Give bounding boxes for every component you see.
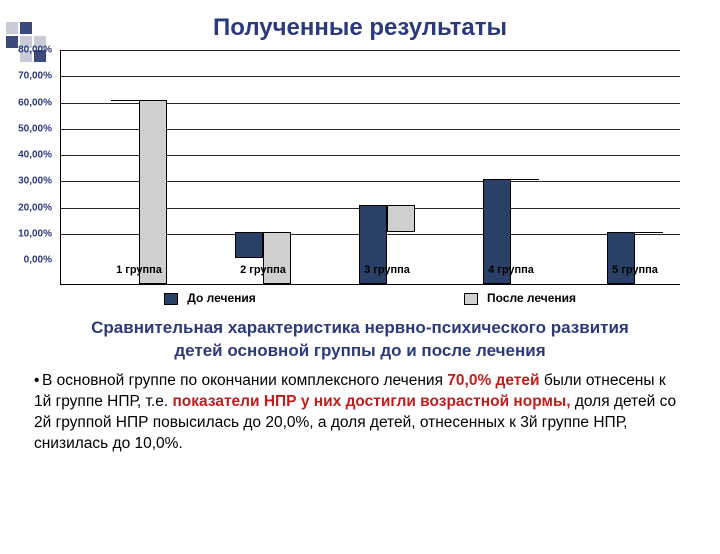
bar: [607, 232, 635, 285]
page-title: Полученные результаты: [0, 14, 720, 42]
y-axis-label: 70,00%: [18, 71, 52, 82]
y-axis-label: 40,00%: [18, 150, 52, 161]
y-axis-label: 50,00%: [18, 123, 52, 134]
gridline: [61, 50, 680, 51]
y-axis-label: 20,00%: [18, 202, 52, 213]
bar: [511, 179, 539, 180]
legend-swatch-2: [464, 293, 478, 305]
y-axis-label: 10,00%: [18, 228, 52, 239]
bar-group: [607, 232, 663, 285]
bar: [235, 232, 263, 258]
legend-label-1: До лечения: [187, 291, 255, 305]
bar-group: [111, 100, 167, 284]
bar: [263, 232, 291, 285]
y-axis-label: 60,00%: [18, 97, 52, 108]
chart-legend: До лечения После лечения: [60, 291, 680, 305]
x-axis-label: 1 группа: [116, 264, 162, 276]
y-axis-label: 30,00%: [18, 176, 52, 187]
bar-group: [235, 232, 291, 285]
x-axis-label: 2 группа: [240, 264, 286, 276]
bar-chart: 1 группа 2 группа 3 группа 4 группа 5 группа…: [60, 50, 680, 285]
legend-label-2: После лечения: [487, 291, 576, 305]
x-axis-label: 5 группа: [612, 264, 658, 276]
legend-swatch-1: [164, 293, 178, 305]
bar: [387, 205, 415, 231]
body-paragraph: •В основной группе по окончании комплекс…: [34, 371, 686, 455]
chart-subtitle: Сравнительная характеристика нервно-псих…: [30, 317, 690, 363]
y-axis-label: 80,00%: [18, 45, 52, 56]
bar: [111, 100, 139, 101]
bar: [139, 100, 167, 284]
corner-decoration: [6, 22, 46, 62]
bar: [635, 232, 663, 233]
x-axis-label: 4 группа: [488, 264, 534, 276]
y-axis-label: 0,00%: [24, 255, 52, 266]
x-axis-label: 3 группа: [364, 264, 410, 276]
gridline: [61, 76, 680, 77]
